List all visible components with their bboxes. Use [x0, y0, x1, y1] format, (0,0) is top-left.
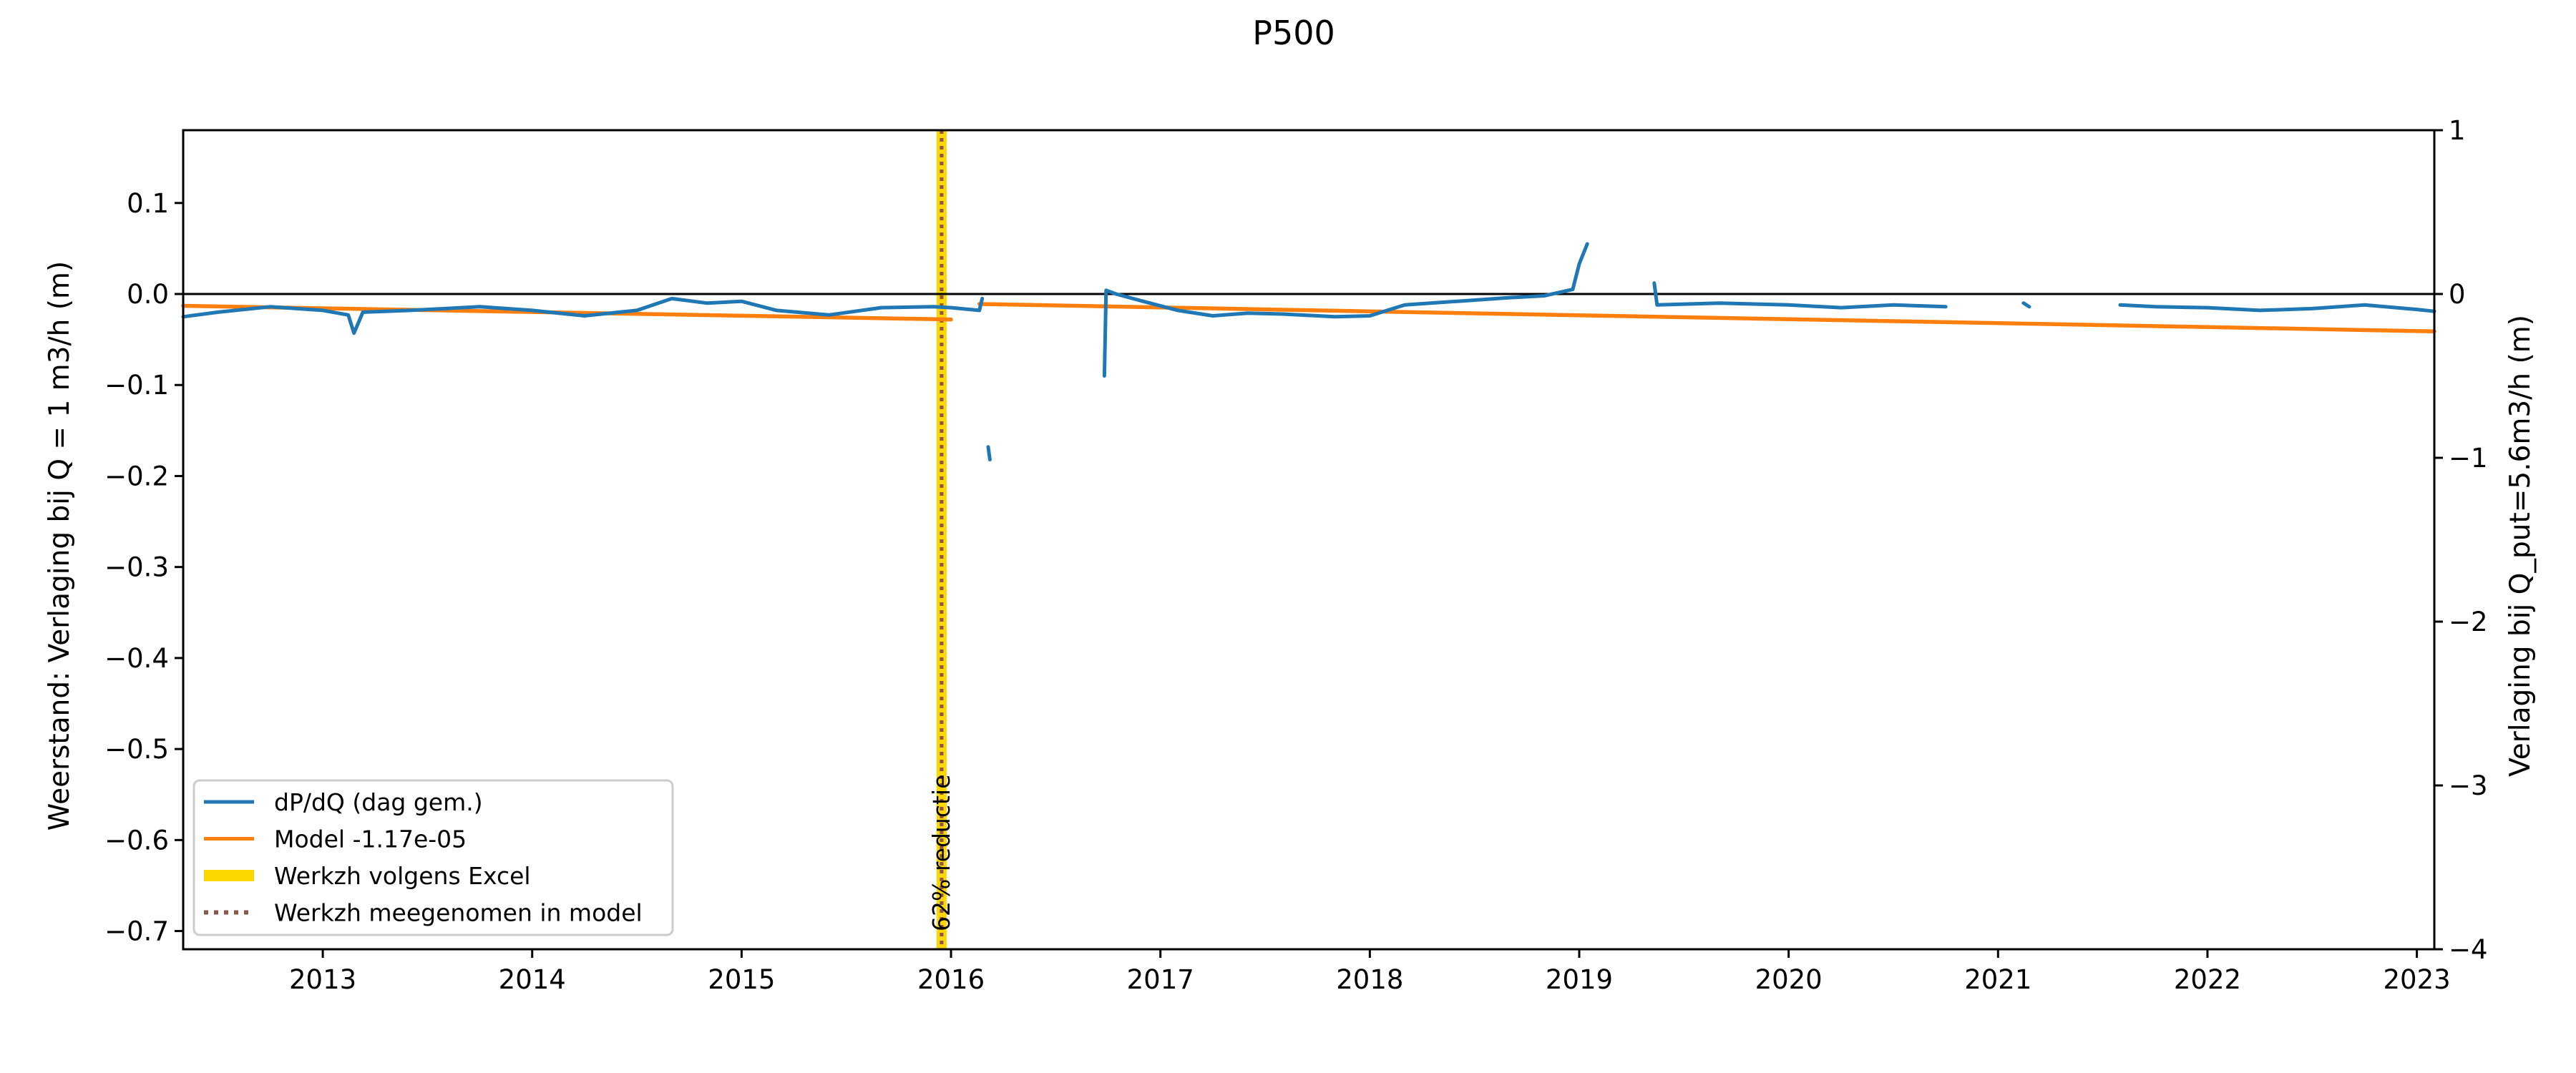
x-tick-label: 2016 [917, 964, 985, 995]
y-axis-label-right: Verlaging bij Q_put=5.6m3/h (m) [2504, 315, 2537, 777]
y-right-tick-label: −2 [2449, 607, 2488, 637]
y-tick-label: 0.1 [127, 188, 169, 219]
data-series-line [986, 445, 992, 461]
x-tick-label: 2013 [289, 964, 356, 995]
x-tick-label: 2014 [499, 964, 566, 995]
y-tick-label: −0.6 [104, 825, 169, 856]
data-series-line [2118, 303, 2436, 313]
x-tick-label: 2023 [2384, 964, 2451, 995]
x-tick-label: 2017 [1127, 964, 1194, 995]
chart-title: P500 [1252, 14, 1335, 52]
y-right-tick-label: 1 [2449, 115, 2466, 146]
x-tick-label: 2019 [1546, 964, 1613, 995]
x-tick-label: 2021 [1964, 964, 2031, 995]
data-series-line [1652, 281, 1948, 310]
y-tick-label: −0.1 [104, 370, 169, 401]
y-tick-label: −0.2 [104, 461, 169, 491]
plot-area: 62% reductie 2013 2014 2015 2016 2017 2018 2019… [104, 115, 2487, 995]
x-tick-label: 2018 [1336, 964, 1403, 995]
y-tick-label: 0.0 [127, 279, 169, 310]
y-tick-label: −0.7 [104, 916, 169, 947]
y-tick-label: −0.5 [104, 734, 169, 765]
y-right-tick-label: −4 [2449, 934, 2488, 965]
y-tick-label: −0.3 [104, 552, 169, 583]
model-series-line [977, 302, 2436, 333]
legend: dP/dQ (dag gem.) Model -1.17e-05 Werkzh vo… [192, 779, 674, 936]
legend-label: Model -1.17e-05 [274, 825, 467, 853]
axes-frame [182, 129, 2436, 951]
legend-label: Werkzh meegenomen in model [274, 899, 643, 927]
y-right-tick-label: 0 [2449, 279, 2466, 310]
x-tick-label: 2015 [708, 964, 775, 995]
event-label: 62% reductie [927, 775, 955, 931]
x-tick-label: 2020 [1755, 964, 1823, 995]
data-series-line [181, 296, 985, 335]
data-series-line [1102, 242, 1589, 378]
y-axis-label: Weerstand: Verlaging bij Q = 1 m3/h (m) [44, 261, 76, 831]
legend-label: dP/dQ (dag gem.) [274, 788, 483, 816]
y-tick-label: −0.4 [104, 643, 169, 674]
x-tick-label: 2022 [2174, 964, 2241, 995]
data-series-line [2021, 301, 2031, 309]
y-right-tick-label: −3 [2449, 770, 2488, 801]
y-right-tick-label: −1 [2449, 443, 2488, 474]
legend-box [192, 779, 674, 936]
legend-label: Werkzh volgens Excel [274, 862, 531, 890]
